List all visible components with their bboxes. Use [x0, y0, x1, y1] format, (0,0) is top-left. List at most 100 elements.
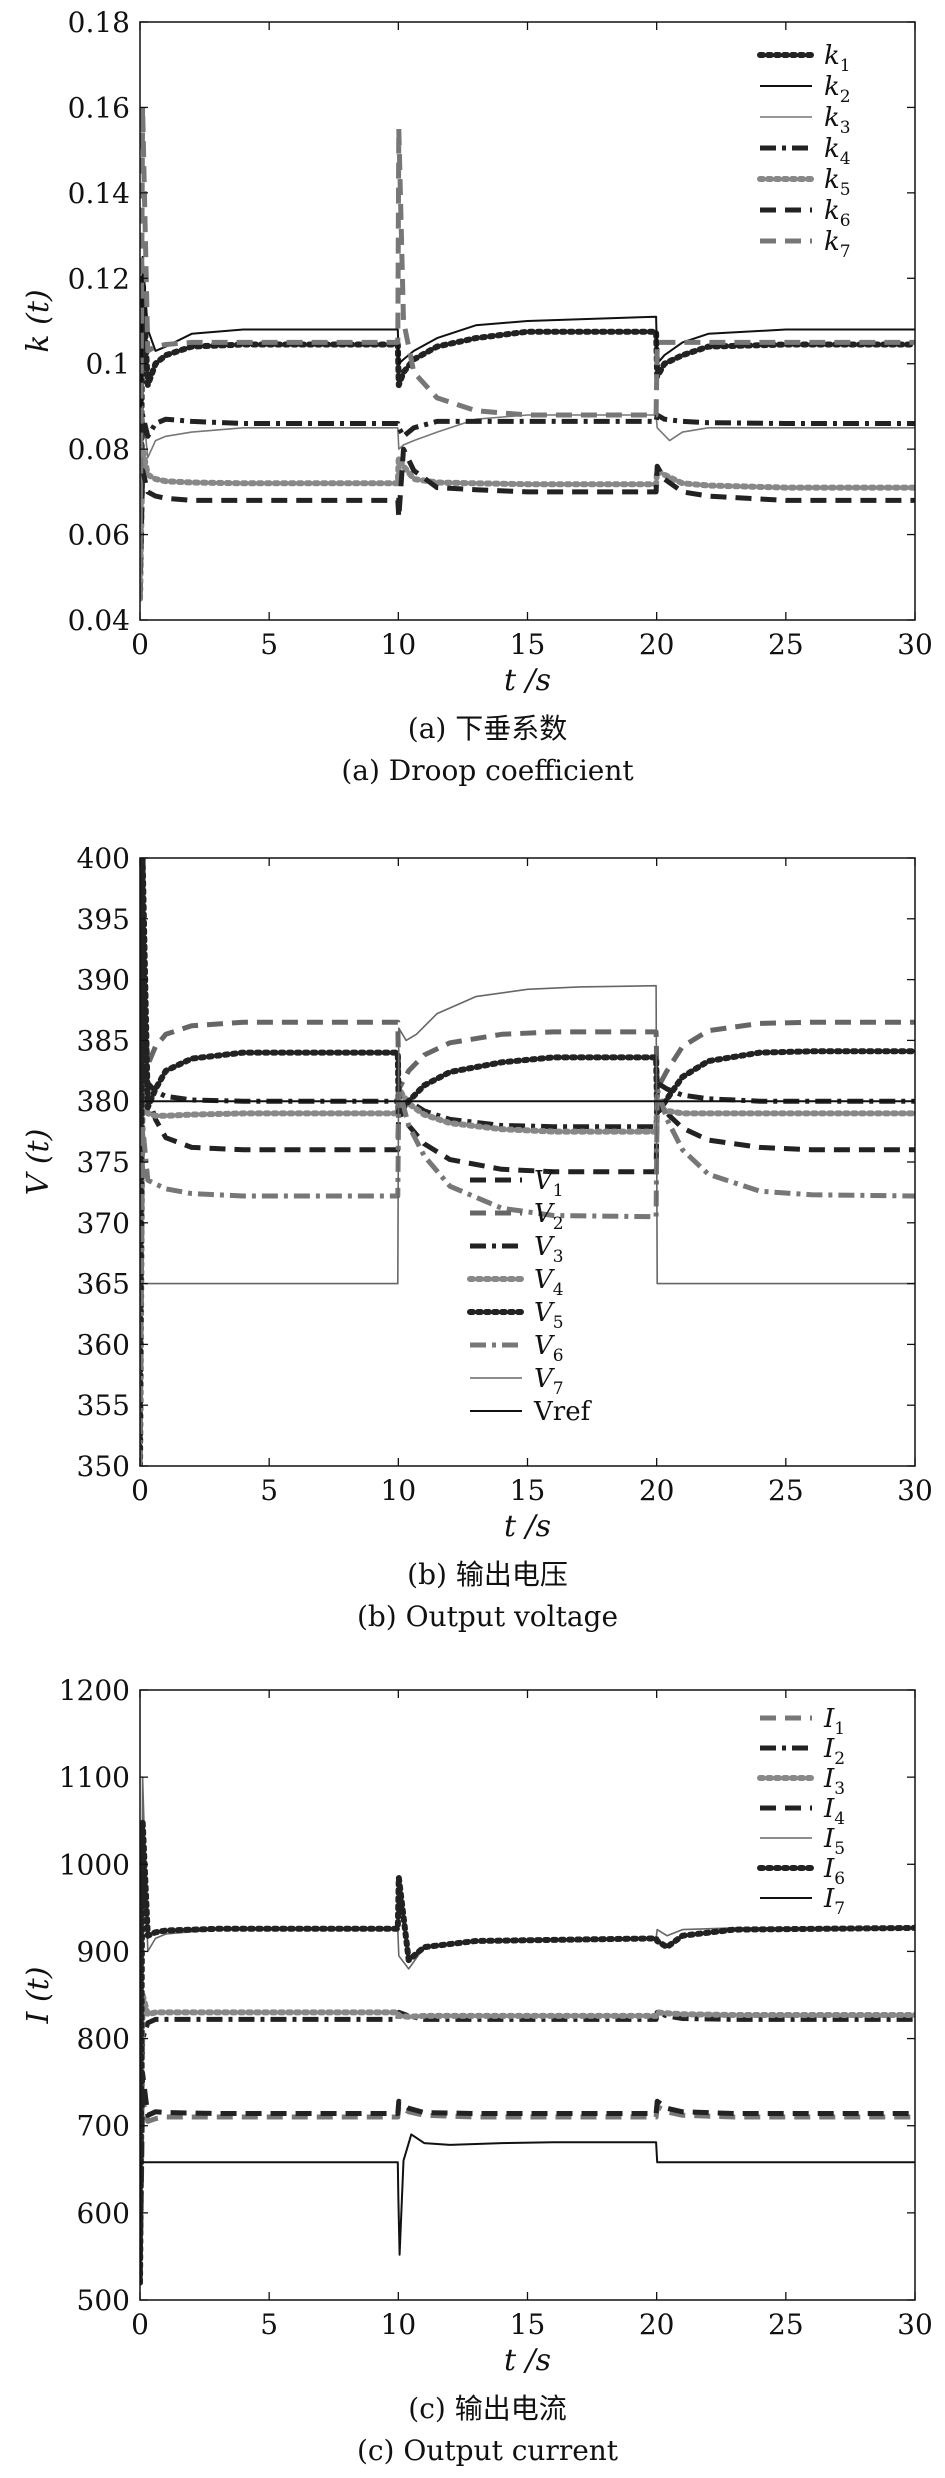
series-line-k2	[140, 255, 915, 599]
x-tick-label: 5	[260, 628, 278, 661]
plot-frame	[139, 857, 916, 1467]
series-line-I3	[140, 1992, 915, 2286]
legend-label-k6: k6	[824, 196, 851, 231]
legend-label-V2: V2	[534, 1199, 564, 1234]
x-tick-label: 20	[639, 628, 675, 661]
series-line-k3	[140, 405, 915, 599]
y-tick-label: 600	[77, 2197, 130, 2230]
y-tick-label: 365	[77, 1268, 130, 1301]
y-tick-label: 0.08	[68, 433, 130, 466]
series-line-V5	[140, 858, 915, 1466]
caption-chinese: (c) 输出电流	[408, 2392, 566, 2425]
legend-label-k3: k3	[824, 103, 851, 138]
series-line-V2	[140, 977, 915, 1466]
legend-label-V3: V3	[534, 1232, 564, 1267]
y-tick-label: 395	[77, 903, 130, 936]
y-axis-label: k (t)	[21, 289, 56, 352]
x-tick-label: 0	[131, 2308, 149, 2341]
series-line-I2	[140, 2009, 915, 2283]
x-tick-label: 10	[381, 2308, 417, 2341]
x-tick-label: 15	[510, 628, 546, 661]
y-tick-label: 0.06	[68, 519, 130, 552]
caption-english: (b) Output voltage	[357, 1600, 618, 1633]
plot-frame	[139, 1689, 916, 2301]
series-line-I4	[140, 2070, 915, 2283]
x-tick-label: 25	[768, 628, 804, 661]
y-tick-label: 0.16	[68, 91, 130, 124]
legend-label-V5: V5	[534, 1298, 564, 1333]
y-tick-label: 800	[77, 2023, 130, 2056]
y-tick-label: 380	[77, 1085, 130, 1118]
caption-chinese: (a) 下垂系数	[408, 712, 567, 745]
y-tick-label: 0.1	[85, 348, 130, 381]
x-tick-label: 20	[639, 2308, 675, 2341]
x-tick-label: 5	[260, 1474, 278, 1507]
x-tick-label: 30	[897, 628, 933, 661]
series-group	[140, 1776, 915, 2286]
x-tick-label: 5	[260, 2308, 278, 2341]
legend-label-k1: k1	[824, 41, 851, 76]
legend-label-k5: k5	[824, 165, 851, 200]
series-line-k1	[140, 275, 915, 602]
y-tick-label: 370	[77, 1207, 130, 1240]
legend-label-V4: V4	[534, 1265, 564, 1300]
y-axis-label: V (t)	[21, 1129, 56, 1196]
caption-english: (a) Droop coefficient	[341, 754, 634, 787]
y-tick-label: 350	[77, 1450, 130, 1483]
series-line-V6	[140, 1086, 915, 1466]
y-tick-label: 375	[77, 1146, 130, 1179]
series-group	[140, 858, 915, 1466]
legend-label-V6: V6	[534, 1331, 564, 1366]
series-line-k5	[140, 446, 915, 602]
caption-english: (c) Output current	[357, 2434, 619, 2467]
caption-chinese: (b) 输出电压	[407, 1558, 568, 1591]
y-tick-label: 360	[77, 1328, 130, 1361]
y-tick-label: 0.12	[68, 262, 130, 295]
series-line-V4	[140, 1086, 915, 1466]
y-tick-label: 1000	[59, 1848, 130, 1881]
y-tick-label: 500	[77, 2284, 130, 2317]
x-tick-label: 30	[897, 2308, 933, 2341]
legend-label-V7: V7	[534, 1364, 564, 1399]
x-tick-label: 30	[897, 1474, 933, 1507]
y-tick-label: 0.14	[68, 177, 130, 210]
series-line-V7	[140, 984, 915, 1466]
chart-3: 0 5 10 15 20 25 30 500 600 700 800 900 1000 1100 1200 t…	[21, 1674, 933, 2467]
series-line-k4	[140, 412, 915, 599]
legend-label-k2: k2	[824, 72, 851, 107]
y-tick-label: 355	[77, 1389, 130, 1422]
series-line-V1	[140, 1074, 915, 1466]
series-line-k6	[140, 446, 915, 599]
y-axis-label: I (t)	[21, 1967, 56, 2025]
series-group	[140, 104, 915, 602]
legend-label-k7: k7	[824, 227, 851, 262]
y-tick-label: 1100	[59, 1761, 130, 1794]
y-tick-label: 700	[77, 2110, 130, 2143]
y-tick-label: 0.04	[68, 604, 130, 637]
legend-label-k4: k4	[824, 134, 851, 169]
x-tick-label: 15	[510, 2308, 546, 2341]
y-tick-label: 900	[77, 1935, 130, 1968]
series-line-I7	[140, 2133, 915, 2283]
series-line-I1	[140, 2097, 915, 2283]
x-axis-label: t /s	[504, 2343, 551, 2378]
y-tick-label: 0.18	[68, 6, 130, 39]
x-tick-label: 10	[381, 1474, 417, 1507]
x-tick-label: 25	[768, 2308, 804, 2341]
x-axis-label: t /s	[504, 663, 551, 698]
chart-1: 0 5 10 15 20 25 30 0.04 0.06 0.08 0.1 0.12 0.14 0.16 0…	[21, 6, 933, 787]
x-axis-label: t /s	[504, 1509, 551, 1544]
series-line-I6	[140, 1817, 915, 2286]
series-line-I5	[140, 1776, 915, 2283]
y-tick-label: 400	[77, 842, 130, 875]
x-tick-label: 15	[510, 1474, 546, 1507]
y-tick-label: 385	[77, 1024, 130, 1057]
x-tick-label: 10	[381, 628, 417, 661]
legend-label-Vref: Vref	[533, 1397, 593, 1427]
y-tick-label: 390	[77, 964, 130, 997]
chart-2: 0 5 10 15 20 25 30 350 355 360 365 370 375 380 385 390 3…	[21, 842, 933, 1633]
x-tick-label: 20	[639, 1474, 675, 1507]
